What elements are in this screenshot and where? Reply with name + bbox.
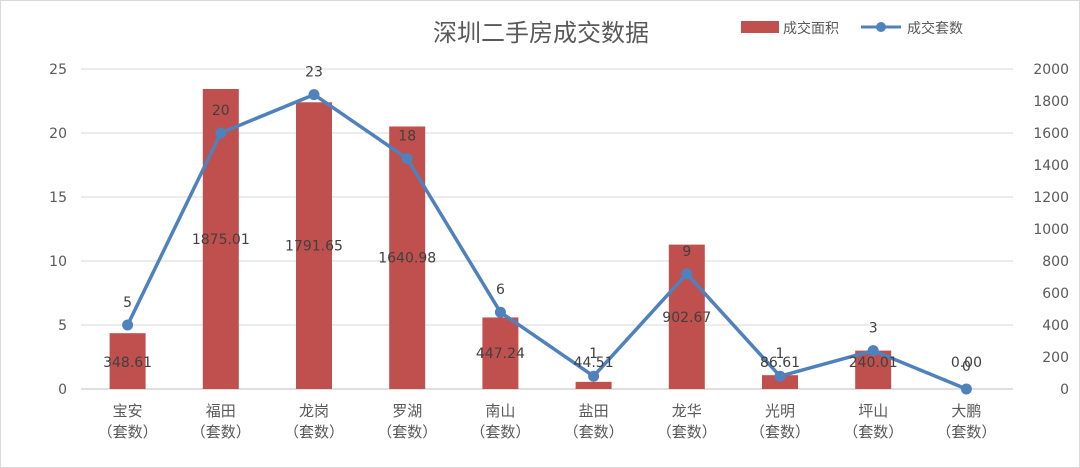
- category-label: 盐田: [579, 402, 609, 420]
- category-sublabel: （套数）: [98, 423, 158, 441]
- bar-data-label: 348.61: [103, 355, 152, 371]
- category-label: 龙华: [672, 402, 702, 420]
- category-label: 大鹏: [951, 402, 981, 420]
- line-data-label: 6: [496, 282, 505, 298]
- left-axis-ticks: 0 5 10 15 20 25: [49, 62, 67, 398]
- line-point: [960, 383, 972, 395]
- line-data-label: 23: [305, 65, 323, 81]
- chart-title: 深圳二手房成交数据: [433, 19, 649, 47]
- bar-data-label: 0.00: [951, 355, 982, 371]
- category-sublabel: （套数）: [191, 423, 251, 441]
- line-data-label: 1: [776, 346, 785, 362]
- line-data-label: 9: [682, 244, 691, 260]
- legend-line-label: 成交套数: [907, 20, 963, 37]
- category-label: 福田: [206, 402, 236, 420]
- category-sublabel: （套数）: [470, 423, 530, 441]
- right-axis-ticks: 0 200 400 600 800 1000 1200 1400 1600 1800 2000: [1033, 62, 1069, 398]
- line-data-label: 3: [869, 321, 878, 337]
- bar-data-label: 86.61: [760, 355, 800, 371]
- right-tick-label: 1800: [1033, 94, 1069, 110]
- right-tick-label: 400: [1042, 318, 1069, 334]
- line-data-label: 20: [212, 103, 230, 119]
- category-sublabel: （套数）: [564, 423, 624, 441]
- left-tick-label: 15: [49, 190, 67, 206]
- bar-data-label: 902.67: [662, 310, 711, 326]
- line-series: [122, 89, 972, 395]
- bar: [109, 333, 146, 389]
- left-tick-label: 5: [58, 318, 67, 334]
- bar-data-label: 240.01: [849, 355, 898, 371]
- right-tick-label: 1600: [1033, 126, 1069, 142]
- line-point: [122, 319, 134, 331]
- line-data-label: 5: [123, 295, 132, 311]
- right-tick-label: 2000: [1033, 62, 1069, 78]
- right-tick-label: 200: [1042, 350, 1069, 366]
- bar: [762, 375, 798, 389]
- line-point: [867, 345, 879, 357]
- bar-series: [109, 88, 892, 390]
- category-label: 光明: [765, 402, 795, 420]
- legend-bar-swatch: [741, 21, 779, 33]
- line-point: [215, 127, 227, 139]
- legend: 成交面积 成交套数: [741, 20, 963, 37]
- category-label: 南山: [485, 402, 515, 420]
- bar-data-label: 447.24: [476, 346, 525, 362]
- category-sublabel: （套数）: [284, 423, 344, 441]
- bar-data-label: 1791.65: [285, 239, 343, 255]
- legend-bar-label: 成交面积: [783, 20, 839, 37]
- category-label: 罗湖: [392, 402, 422, 420]
- category-label: 龙岗: [299, 402, 329, 420]
- right-tick-label: 1200: [1033, 190, 1069, 206]
- category-sublabel: （套数）: [750, 423, 810, 441]
- bar-data-label: 1640.98: [378, 251, 436, 267]
- line-point: [588, 370, 600, 382]
- bar: [202, 88, 239, 389]
- bar: [296, 102, 332, 389]
- line-data-label: 0: [962, 359, 971, 375]
- category-label: 坪山: [858, 402, 888, 420]
- legend-line-marker: [876, 22, 886, 32]
- category-sublabel: （套数）: [657, 423, 717, 441]
- left-tick-label: 0: [58, 382, 67, 398]
- right-tick-label: 1000: [1033, 222, 1069, 238]
- line-point: [681, 268, 693, 280]
- left-tick-label: 20: [49, 126, 67, 142]
- series-line: [126, 92, 968, 391]
- right-tick-label: 800: [1042, 254, 1069, 270]
- left-tick-label: 10: [49, 254, 67, 270]
- category-label: 宝安: [113, 402, 143, 420]
- category-sublabel: （套数）: [936, 423, 996, 441]
- right-tick-label: 600: [1042, 286, 1069, 302]
- line-point: [308, 89, 320, 101]
- category-labels: 宝安 （套数） 福田 （套数） 龙岗 （套数） 罗湖 （套数） 南山 （套数） 盐田 （套数） 龙华 （套…: [98, 402, 997, 441]
- bar-data-label: 44.51: [574, 355, 614, 371]
- category-sublabel: （套数）: [843, 423, 903, 441]
- line-point: [774, 370, 786, 382]
- bar: [389, 126, 426, 390]
- bar-data-label: 1875.01: [192, 232, 250, 248]
- line-point: [494, 306, 506, 318]
- right-tick-label: 1400: [1033, 158, 1069, 174]
- line-point: [401, 153, 413, 165]
- line-data-labels: 5 20 23 18 6 1 9 1 3 0: [123, 65, 971, 375]
- bar: [575, 381, 612, 389]
- right-tick-label: 0: [1060, 382, 1069, 398]
- category-sublabel: （套数）: [377, 423, 437, 441]
- line-data-label: 18: [398, 129, 416, 145]
- left-tick-label: 25: [49, 62, 67, 78]
- line-data-label: 1: [589, 346, 598, 362]
- bar: [482, 317, 519, 389]
